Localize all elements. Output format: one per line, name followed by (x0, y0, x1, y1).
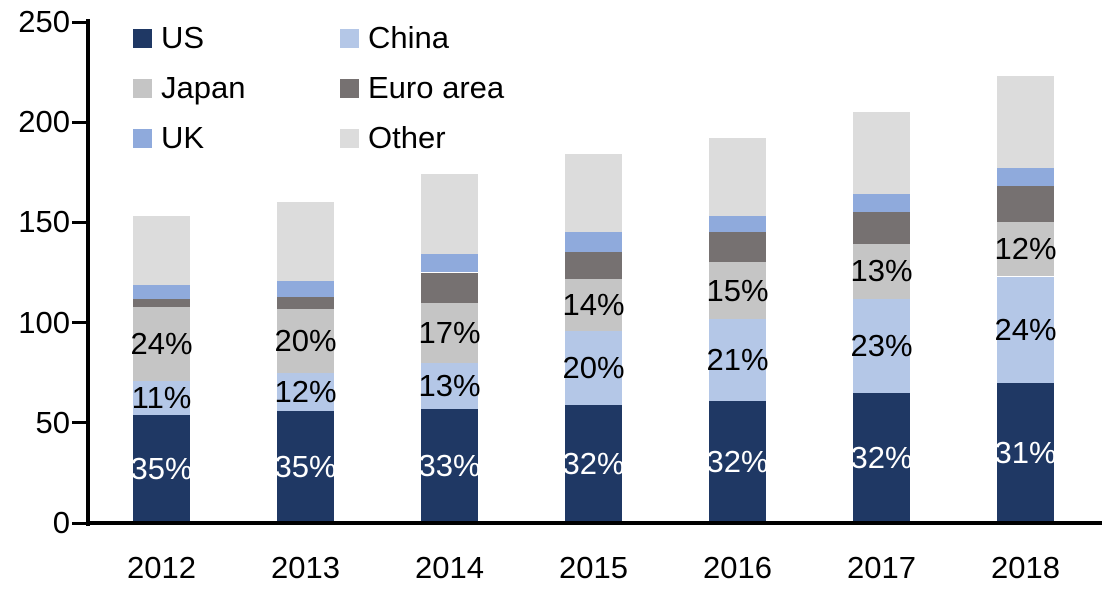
segment-pct-label-japan-2016: 15% (706, 272, 769, 308)
y-tick-mark (72, 321, 86, 325)
bar-segment-uk-2014 (421, 254, 478, 273)
bar-segment-uk-2015 (565, 232, 622, 253)
bar-segment-other-2015 (565, 154, 622, 233)
bar-segment-other-2012 (133, 216, 190, 285)
legend-label-uk: UK (161, 120, 205, 155)
x-tick-label-2013: 2013 (271, 550, 340, 585)
bar-segment-japan-2012 (133, 306, 190, 381)
bar-segment-china-2015 (565, 330, 622, 405)
bar-segment-china-2013 (277, 372, 334, 411)
legend-swatch-us (133, 28, 152, 48)
legend-swatch-other (340, 128, 359, 148)
y-tick-label-150: 150 (18, 204, 70, 240)
segment-pct-label-us-2013: 35% (274, 448, 337, 484)
x-tick-label-2016: 2016 (703, 550, 772, 585)
x-tick-label-2012: 2012 (127, 550, 196, 585)
bar-segment-uk-2016 (709, 216, 766, 233)
segment-pct-label-japan-2012: 24% (130, 325, 193, 361)
legend-swatch-china (340, 28, 359, 48)
segment-pct-label-china-2012: 11% (131, 379, 192, 415)
y-tick-label-0: 0 (52, 505, 70, 540)
segment-pct-label-japan-2015: 14% (562, 286, 625, 322)
y-tick-label-100: 100 (18, 304, 70, 340)
bar-segment-japan-2013 (277, 308, 334, 373)
bar-segment-japan-2015 (565, 278, 622, 331)
bar-segment-euro-area-2013 (277, 296, 334, 309)
legend-label-other: Other (368, 120, 446, 155)
x-tick-label-2017: 2017 (847, 550, 916, 585)
bar-segment-us-2016 (709, 400, 766, 523)
y-tick-mark (72, 521, 86, 525)
segment-pct-label-us-2015: 32% (562, 445, 625, 481)
legend-label-us: US (161, 20, 205, 55)
bar-segment-us-2015 (565, 404, 622, 523)
legend-label-japan: Japan (161, 70, 246, 105)
segment-pct-label-us-2018: 31% (994, 434, 1057, 470)
bar-segment-china-2016 (709, 318, 766, 401)
bar-segment-us-2014 (421, 408, 478, 523)
legend-swatch-euro-area (340, 78, 359, 98)
segment-pct-label-china-2018: 24% (994, 311, 1057, 347)
segment-pct-label-china-2015: 20% (562, 349, 625, 385)
y-axis-line (86, 19, 90, 526)
x-tick-label-2015: 2015 (559, 550, 628, 585)
bar-segment-china-2012 (133, 380, 190, 415)
bar-segment-uk-2013 (277, 280, 334, 297)
bar-segment-japan-2016 (709, 262, 766, 319)
legend-label-china: China (368, 20, 449, 55)
y-tick-label-50: 50 (35, 404, 70, 440)
y-tick-mark (72, 120, 86, 124)
bar-segment-china-2018 (997, 276, 1054, 383)
bar-segment-euro-area-2015 (565, 252, 622, 279)
segment-pct-label-japan-2017: 13% (850, 253, 913, 289)
bar-segment-us-2012 (133, 414, 190, 523)
bar-segment-euro-area-2017 (853, 212, 910, 245)
segment-pct-label-china-2016: 21% (706, 341, 769, 377)
y-tick-mark (72, 421, 86, 425)
segment-pct-label-china-2017: 23% (850, 327, 913, 363)
y-tick-label-200: 200 (18, 104, 70, 140)
segment-pct-label-china-2013: 12% (274, 373, 337, 409)
bar-segment-other-2013 (277, 202, 334, 281)
segment-pct-label-us-2016: 32% (706, 443, 769, 479)
segment-pct-label-us-2012: 35% (130, 450, 193, 486)
bar-segment-japan-2017 (853, 244, 910, 299)
bar-segment-uk-2017 (853, 194, 910, 213)
segment-pct-label-japan-2014: 17% (418, 314, 481, 350)
bar-segment-other-2016 (709, 138, 766, 217)
legend-label-euro-area: Euro area (368, 70, 505, 105)
bar-segment-us-2013 (277, 410, 334, 523)
bar-segment-uk-2012 (133, 284, 190, 299)
x-tick-label-2014: 2014 (415, 550, 484, 585)
x-tick-label-2018: 2018 (991, 550, 1060, 585)
segment-pct-label-japan-2013: 20% (274, 322, 337, 358)
bar-segment-other-2014 (421, 174, 478, 255)
segment-pct-label-japan-2018: 12% (994, 231, 1057, 267)
y-tick-label-250: 250 (18, 4, 70, 39)
bar-segment-euro-area-2016 (709, 232, 766, 263)
legend-swatch-uk (133, 128, 152, 148)
bar-segment-euro-area-2012 (133, 298, 190, 307)
y-tick-mark (72, 20, 86, 24)
bar-segment-euro-area-2018 (997, 186, 1054, 223)
bar-segment-japan-2014 (421, 302, 478, 363)
y-tick-mark (72, 220, 86, 224)
legend-swatch-japan (133, 78, 152, 98)
bar-segment-japan-2018 (997, 222, 1054, 277)
bar-segment-other-2018 (997, 76, 1054, 169)
x-axis-line (86, 521, 1102, 525)
bar-segment-other-2017 (853, 112, 910, 195)
bar-segment-euro-area-2014 (421, 272, 478, 303)
bar-segment-china-2014 (421, 362, 478, 409)
segment-pct-label-china-2014: 13% (418, 367, 481, 403)
bar-segment-uk-2018 (997, 168, 1054, 187)
bar-segment-china-2017 (853, 298, 910, 393)
bar-segment-us-2018 (997, 382, 1054, 523)
segment-pct-label-us-2017: 32% (850, 439, 913, 475)
segment-pct-label-us-2014: 33% (418, 447, 481, 483)
bar-segment-us-2017 (853, 392, 910, 523)
